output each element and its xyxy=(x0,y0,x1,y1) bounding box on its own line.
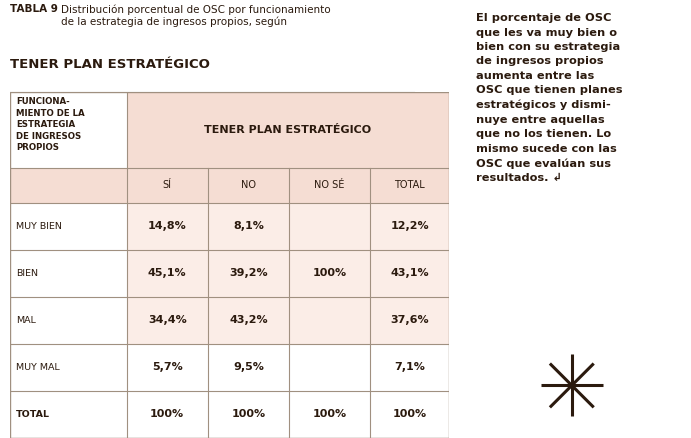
Text: 14,8%: 14,8% xyxy=(148,221,187,231)
Text: MAL: MAL xyxy=(16,316,36,325)
Text: SÍ: SÍ xyxy=(163,180,172,191)
Bar xyxy=(126,203,449,250)
Bar xyxy=(10,92,126,168)
Text: 100%: 100% xyxy=(231,410,265,420)
Bar xyxy=(126,391,449,438)
Text: 34,4%: 34,4% xyxy=(148,315,187,325)
Text: BIEN: BIEN xyxy=(16,269,38,278)
Bar xyxy=(126,344,449,391)
Text: 45,1%: 45,1% xyxy=(148,268,187,278)
Bar xyxy=(126,92,449,168)
Bar xyxy=(10,203,126,250)
Bar xyxy=(10,297,126,344)
Text: TABLA 9: TABLA 9 xyxy=(10,4,58,14)
Text: 37,6%: 37,6% xyxy=(390,315,429,325)
Text: NO: NO xyxy=(241,180,256,191)
Text: 7,1%: 7,1% xyxy=(395,362,425,372)
Text: 43,1%: 43,1% xyxy=(390,268,429,278)
Text: 100%: 100% xyxy=(392,410,427,420)
Text: 9,5%: 9,5% xyxy=(233,362,264,372)
Text: Distribución porcentual de OSC por funcionamiento
de la estrategia de ingresos p: Distribución porcentual de OSC por funci… xyxy=(61,4,330,27)
Text: 39,2%: 39,2% xyxy=(229,268,267,278)
Text: 100%: 100% xyxy=(312,410,347,420)
Text: TENER PLAN ESTRATÉGICO: TENER PLAN ESTRATÉGICO xyxy=(10,58,210,71)
Text: TOTAL: TOTAL xyxy=(16,410,50,419)
Text: TENER PLAN ESTRATÉGICO: TENER PLAN ESTRATÉGICO xyxy=(205,125,372,135)
Text: 5,7%: 5,7% xyxy=(152,362,182,372)
Text: MUY MAL: MUY MAL xyxy=(16,363,60,372)
Text: El porcentaje de OSC
que les va muy bien o
bien con su estrategia
de ingresos pr: El porcentaje de OSC que les va muy bien… xyxy=(477,13,623,183)
Bar xyxy=(10,168,449,203)
Text: TOTAL: TOTAL xyxy=(395,180,425,191)
Text: MUY BIEN: MUY BIEN xyxy=(16,222,62,231)
Text: NO SÉ: NO SÉ xyxy=(314,180,345,191)
Text: 100%: 100% xyxy=(150,410,184,420)
Bar xyxy=(10,344,126,391)
Bar xyxy=(10,391,126,438)
Text: 43,2%: 43,2% xyxy=(229,315,267,325)
Text: 12,2%: 12,2% xyxy=(390,221,429,231)
Bar xyxy=(126,297,449,344)
Text: 8,1%: 8,1% xyxy=(233,221,264,231)
Text: 100%: 100% xyxy=(312,268,347,278)
Bar xyxy=(10,250,126,297)
Bar xyxy=(126,250,449,297)
Text: FUNCIONA-
MIENTO DE LA
ESTRATEGIA
DE INGRESOS
PROPIOS: FUNCIONA- MIENTO DE LA ESTRATEGIA DE ING… xyxy=(16,97,85,152)
